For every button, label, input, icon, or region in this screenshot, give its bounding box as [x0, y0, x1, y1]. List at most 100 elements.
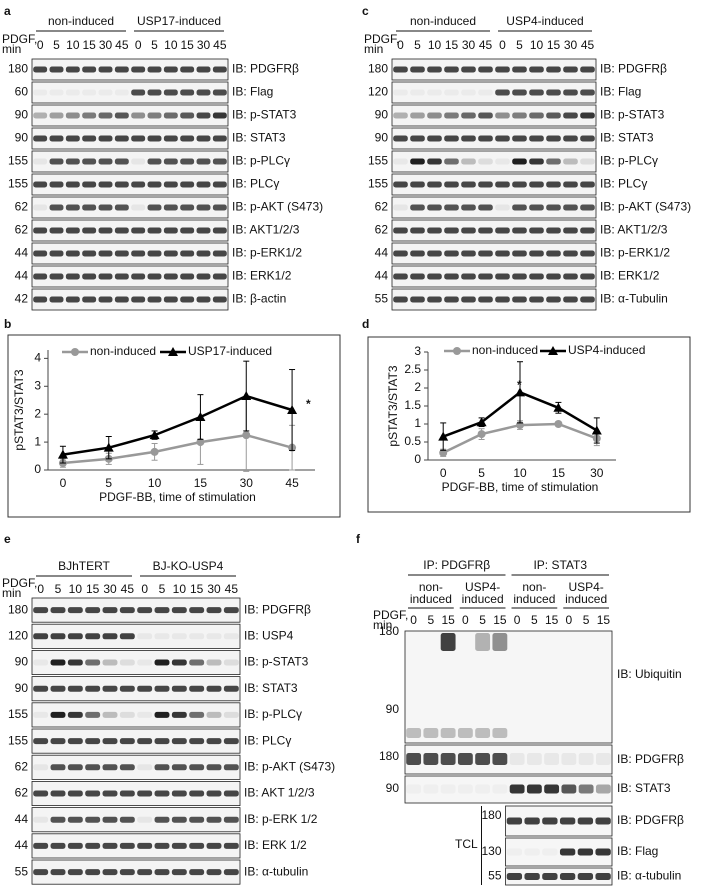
- blot-band: [223, 764, 239, 771]
- blot-label: IB: STAT3: [232, 131, 286, 145]
- blot-band: [223, 711, 239, 718]
- blot-band: [33, 607, 49, 614]
- blot-band: [137, 685, 153, 692]
- blot-band: [33, 66, 48, 73]
- time-label: 0: [135, 38, 142, 52]
- blot-band: [119, 711, 135, 718]
- blot-band: [82, 89, 97, 96]
- blot-band: [171, 816, 187, 823]
- blot-band: [65, 227, 80, 234]
- blot-band: [563, 273, 578, 280]
- molecular-weight: 62: [15, 786, 29, 800]
- blot-band: [102, 738, 118, 745]
- blot-band: [98, 66, 113, 73]
- blot-frame: [31, 676, 241, 702]
- time-axis-label: min: [2, 42, 21, 56]
- x-tick-label: 0: [60, 476, 67, 490]
- time-axis-label: PDGF,: [364, 32, 399, 46]
- blot-band: [223, 738, 239, 745]
- blot-band: [595, 753, 611, 765]
- blot-band: [478, 204, 493, 211]
- blot-band: [461, 181, 476, 188]
- blot-band: [50, 685, 66, 692]
- blot-band: [444, 181, 459, 188]
- blot-band: [444, 112, 459, 119]
- blot-band: [423, 753, 439, 765]
- blot-band: [163, 66, 178, 73]
- blot-band: [563, 227, 578, 234]
- blot-band: [410, 204, 425, 211]
- time-label: 10: [69, 582, 83, 596]
- blot-band: [33, 738, 49, 745]
- blot-label: IB: Flag: [232, 85, 273, 99]
- blot-label: IB: p-ERK 1/2: [244, 812, 318, 826]
- blot-band: [393, 89, 408, 96]
- blot-frame: [31, 702, 241, 728]
- marker: [149, 430, 160, 440]
- molecular-weight: 180: [481, 808, 501, 822]
- blot-frame: [31, 781, 241, 807]
- blot-band: [495, 250, 510, 257]
- blot-band: [427, 296, 442, 303]
- marker: [438, 431, 449, 441]
- blot-band: [223, 607, 239, 614]
- blot-band: [561, 753, 577, 765]
- blot-band: [461, 250, 476, 257]
- x-axis-label: PDGF-BB, time of stimulation: [442, 480, 599, 494]
- blot-band: [49, 204, 64, 211]
- blot-frame: [391, 150, 597, 173]
- time-label: 15: [545, 613, 559, 627]
- blot-band: [119, 842, 135, 849]
- blot-band: [171, 685, 187, 692]
- blot-band: [393, 181, 408, 188]
- blot-band: [495, 204, 510, 211]
- blot-band: [137, 790, 153, 797]
- blot-band: [114, 227, 129, 234]
- blot-band: [33, 181, 48, 188]
- blot-band: [478, 112, 493, 119]
- blot-band: [529, 135, 544, 142]
- blot-band: [49, 250, 64, 257]
- x-tick-label: 45: [285, 476, 299, 490]
- y-tick-label: 3: [34, 378, 41, 392]
- molecular-weight: 90: [15, 681, 29, 695]
- blot-label: IB: p-ERK1/2: [232, 246, 302, 260]
- time-label: 0: [37, 38, 44, 52]
- blot-band: [171, 607, 187, 614]
- blot-band: [82, 204, 97, 211]
- molecular-weight: 90: [375, 131, 389, 145]
- blot-band: [427, 273, 442, 280]
- blot-band: [33, 227, 48, 234]
- blot-band: [212, 204, 227, 211]
- molecular-weight: 42: [15, 292, 29, 306]
- blot-band: [163, 296, 178, 303]
- blot-band: [427, 181, 442, 188]
- legend-label: USP4-induced: [568, 343, 645, 357]
- marker: [150, 447, 159, 456]
- marker: [242, 431, 251, 440]
- blot-band: [147, 135, 162, 142]
- chart-frame: [7, 334, 341, 518]
- blot-band: [33, 204, 48, 211]
- blot-band: [82, 181, 97, 188]
- molecular-weight: 55: [15, 864, 29, 878]
- blot-frame: [31, 58, 229, 81]
- blot-band: [102, 685, 118, 692]
- blot-band: [65, 135, 80, 142]
- blot-band: [189, 764, 205, 771]
- blot-band: [206, 685, 222, 692]
- blot-band: [423, 728, 439, 738]
- time-label: 15: [493, 613, 507, 627]
- y-tick-label: 1: [414, 416, 421, 430]
- blot-band: [393, 227, 408, 234]
- blot-band: [495, 89, 510, 96]
- panel-letter: d: [362, 317, 369, 331]
- blot-band: [512, 227, 527, 234]
- y-tick-label: 3: [414, 344, 421, 358]
- blot-band: [580, 135, 595, 142]
- y-tick-label: 2.5: [404, 362, 421, 376]
- blot-band: [410, 66, 425, 73]
- blot-band: [578, 784, 594, 794]
- blot-band: [49, 158, 64, 165]
- blot-band: [495, 158, 510, 165]
